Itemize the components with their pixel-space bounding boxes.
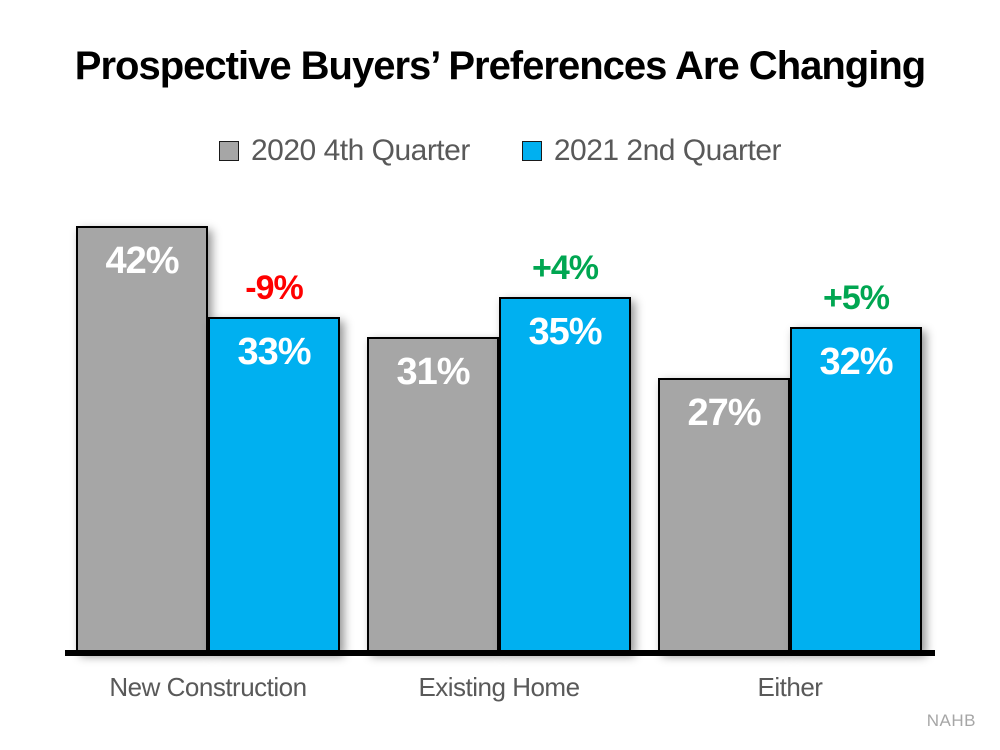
- bar-existing-home-2020-4th-quarter: 31%: [367, 337, 499, 652]
- legend-swatch-gray: [219, 141, 239, 161]
- legend-swatch-blue: [521, 141, 542, 161]
- bar-either-2021-2nd-quarter: 32%: [790, 327, 922, 652]
- change-label-new-construction: -9%: [245, 269, 303, 308]
- legend-label-2020-q4: 2020 4th Quarter: [251, 134, 470, 167]
- bar-value-label: 33%: [237, 331, 311, 374]
- bar-existing-home-2021-2nd-quarter: 35%: [499, 296, 631, 652]
- change-label-existing-home: +4%: [532, 248, 599, 287]
- bar-value-label: 32%: [819, 341, 893, 384]
- legend-item-2020-q4: 2020 4th Quarter: [219, 134, 470, 168]
- bar-value-label: 35%: [528, 310, 602, 353]
- legend-label-2021-q2: 2021 2nd Quarter: [553, 134, 782, 167]
- change-label-either: +5%: [823, 279, 890, 318]
- chart-title: Prospective Buyers’ Preferences Are Chan…: [74, 44, 926, 88]
- bar-value-label: 31%: [396, 351, 470, 394]
- source-attribution: NAHB: [926, 711, 976, 730]
- legend-item-2021-q2: 2021 2nd Quarter: [521, 134, 782, 168]
- bar-new-construction-2020-4th-quarter: 42%: [76, 225, 208, 652]
- category-label-either: Either: [757, 672, 823, 702]
- bar-new-construction-2021-2nd-quarter: 33%: [208, 317, 340, 652]
- category-label-existing-home: Existing Home: [418, 672, 580, 702]
- category-label-new-construction: New Construction: [109, 672, 307, 702]
- x-axis-line: [65, 650, 935, 656]
- bar-value-label: 42%: [105, 239, 179, 282]
- bar-either-2020-4th-quarter: 27%: [658, 377, 790, 652]
- legend: 2020 4th Quarter 2021 2nd Quarter: [0, 134, 1000, 168]
- bar-value-label: 27%: [687, 391, 761, 434]
